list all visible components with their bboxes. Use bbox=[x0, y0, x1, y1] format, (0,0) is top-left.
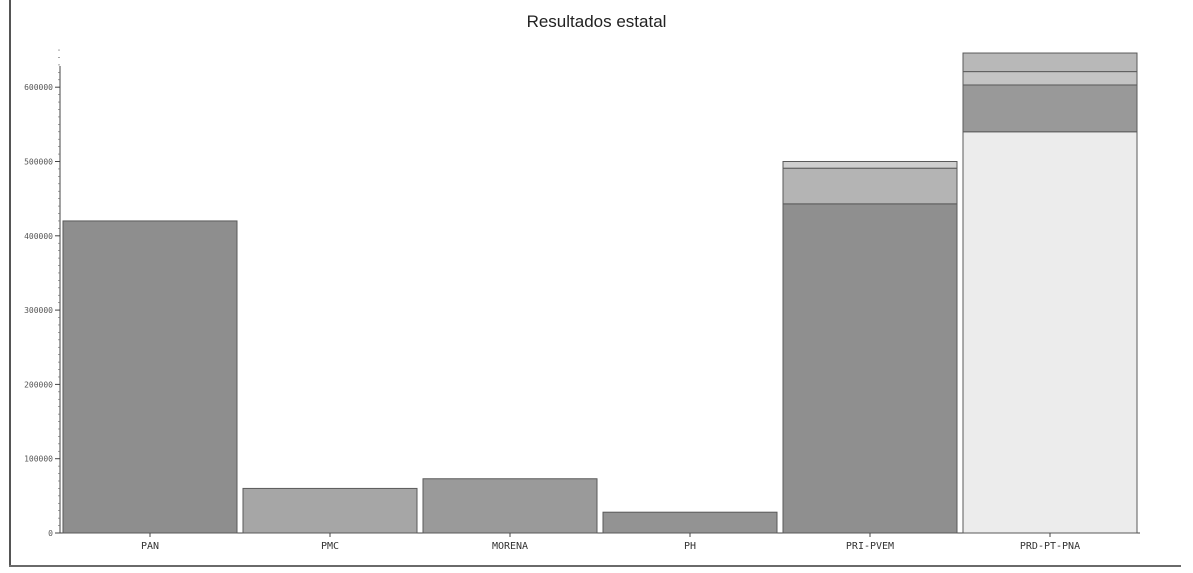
x-tick-label: MORENA bbox=[492, 541, 528, 552]
bar-segment-pan-0 bbox=[62, 220, 238, 534]
bar-segment-prd-pt-pna-0 bbox=[962, 131, 1138, 534]
y-tick-label: 100000 bbox=[24, 455, 53, 464]
bar-segment-pri-pvem-2 bbox=[782, 161, 958, 169]
frame-left-border bbox=[9, 0, 11, 566]
x-tick-label: PH bbox=[684, 541, 696, 552]
x-tick-label: PRD-PT-PNA bbox=[1020, 541, 1080, 552]
bar-segment-prd-pt-pna-2 bbox=[962, 71, 1138, 86]
bar-segment-pmc-0 bbox=[242, 487, 418, 534]
bar-segment-ph-0 bbox=[602, 511, 778, 534]
y-tick-label: 400000 bbox=[24, 232, 53, 241]
x-tick-label: PRI-PVEM bbox=[846, 541, 894, 552]
y-tick-label: 200000 bbox=[24, 380, 53, 389]
chart-title: Resultados estatal bbox=[526, 12, 667, 31]
y-tick-label: 600000 bbox=[24, 83, 53, 92]
x-tick-label: PAN bbox=[141, 541, 159, 552]
x-tick-label: PMC bbox=[321, 541, 339, 552]
y-tick-label: 500000 bbox=[24, 158, 53, 167]
y-tick-label: 300000 bbox=[24, 306, 53, 315]
bar-segment-prd-pt-pna-1 bbox=[962, 84, 1138, 133]
frame-bottom-border bbox=[9, 565, 1181, 567]
y-tick-label: 0 bbox=[48, 529, 53, 538]
bar-segment-pri-pvem-0 bbox=[782, 203, 958, 534]
bar-segment-prd-pt-pna-3 bbox=[962, 52, 1138, 73]
bar-segment-morena-0 bbox=[422, 478, 598, 534]
bar-segment-pri-pvem-1 bbox=[782, 167, 958, 205]
